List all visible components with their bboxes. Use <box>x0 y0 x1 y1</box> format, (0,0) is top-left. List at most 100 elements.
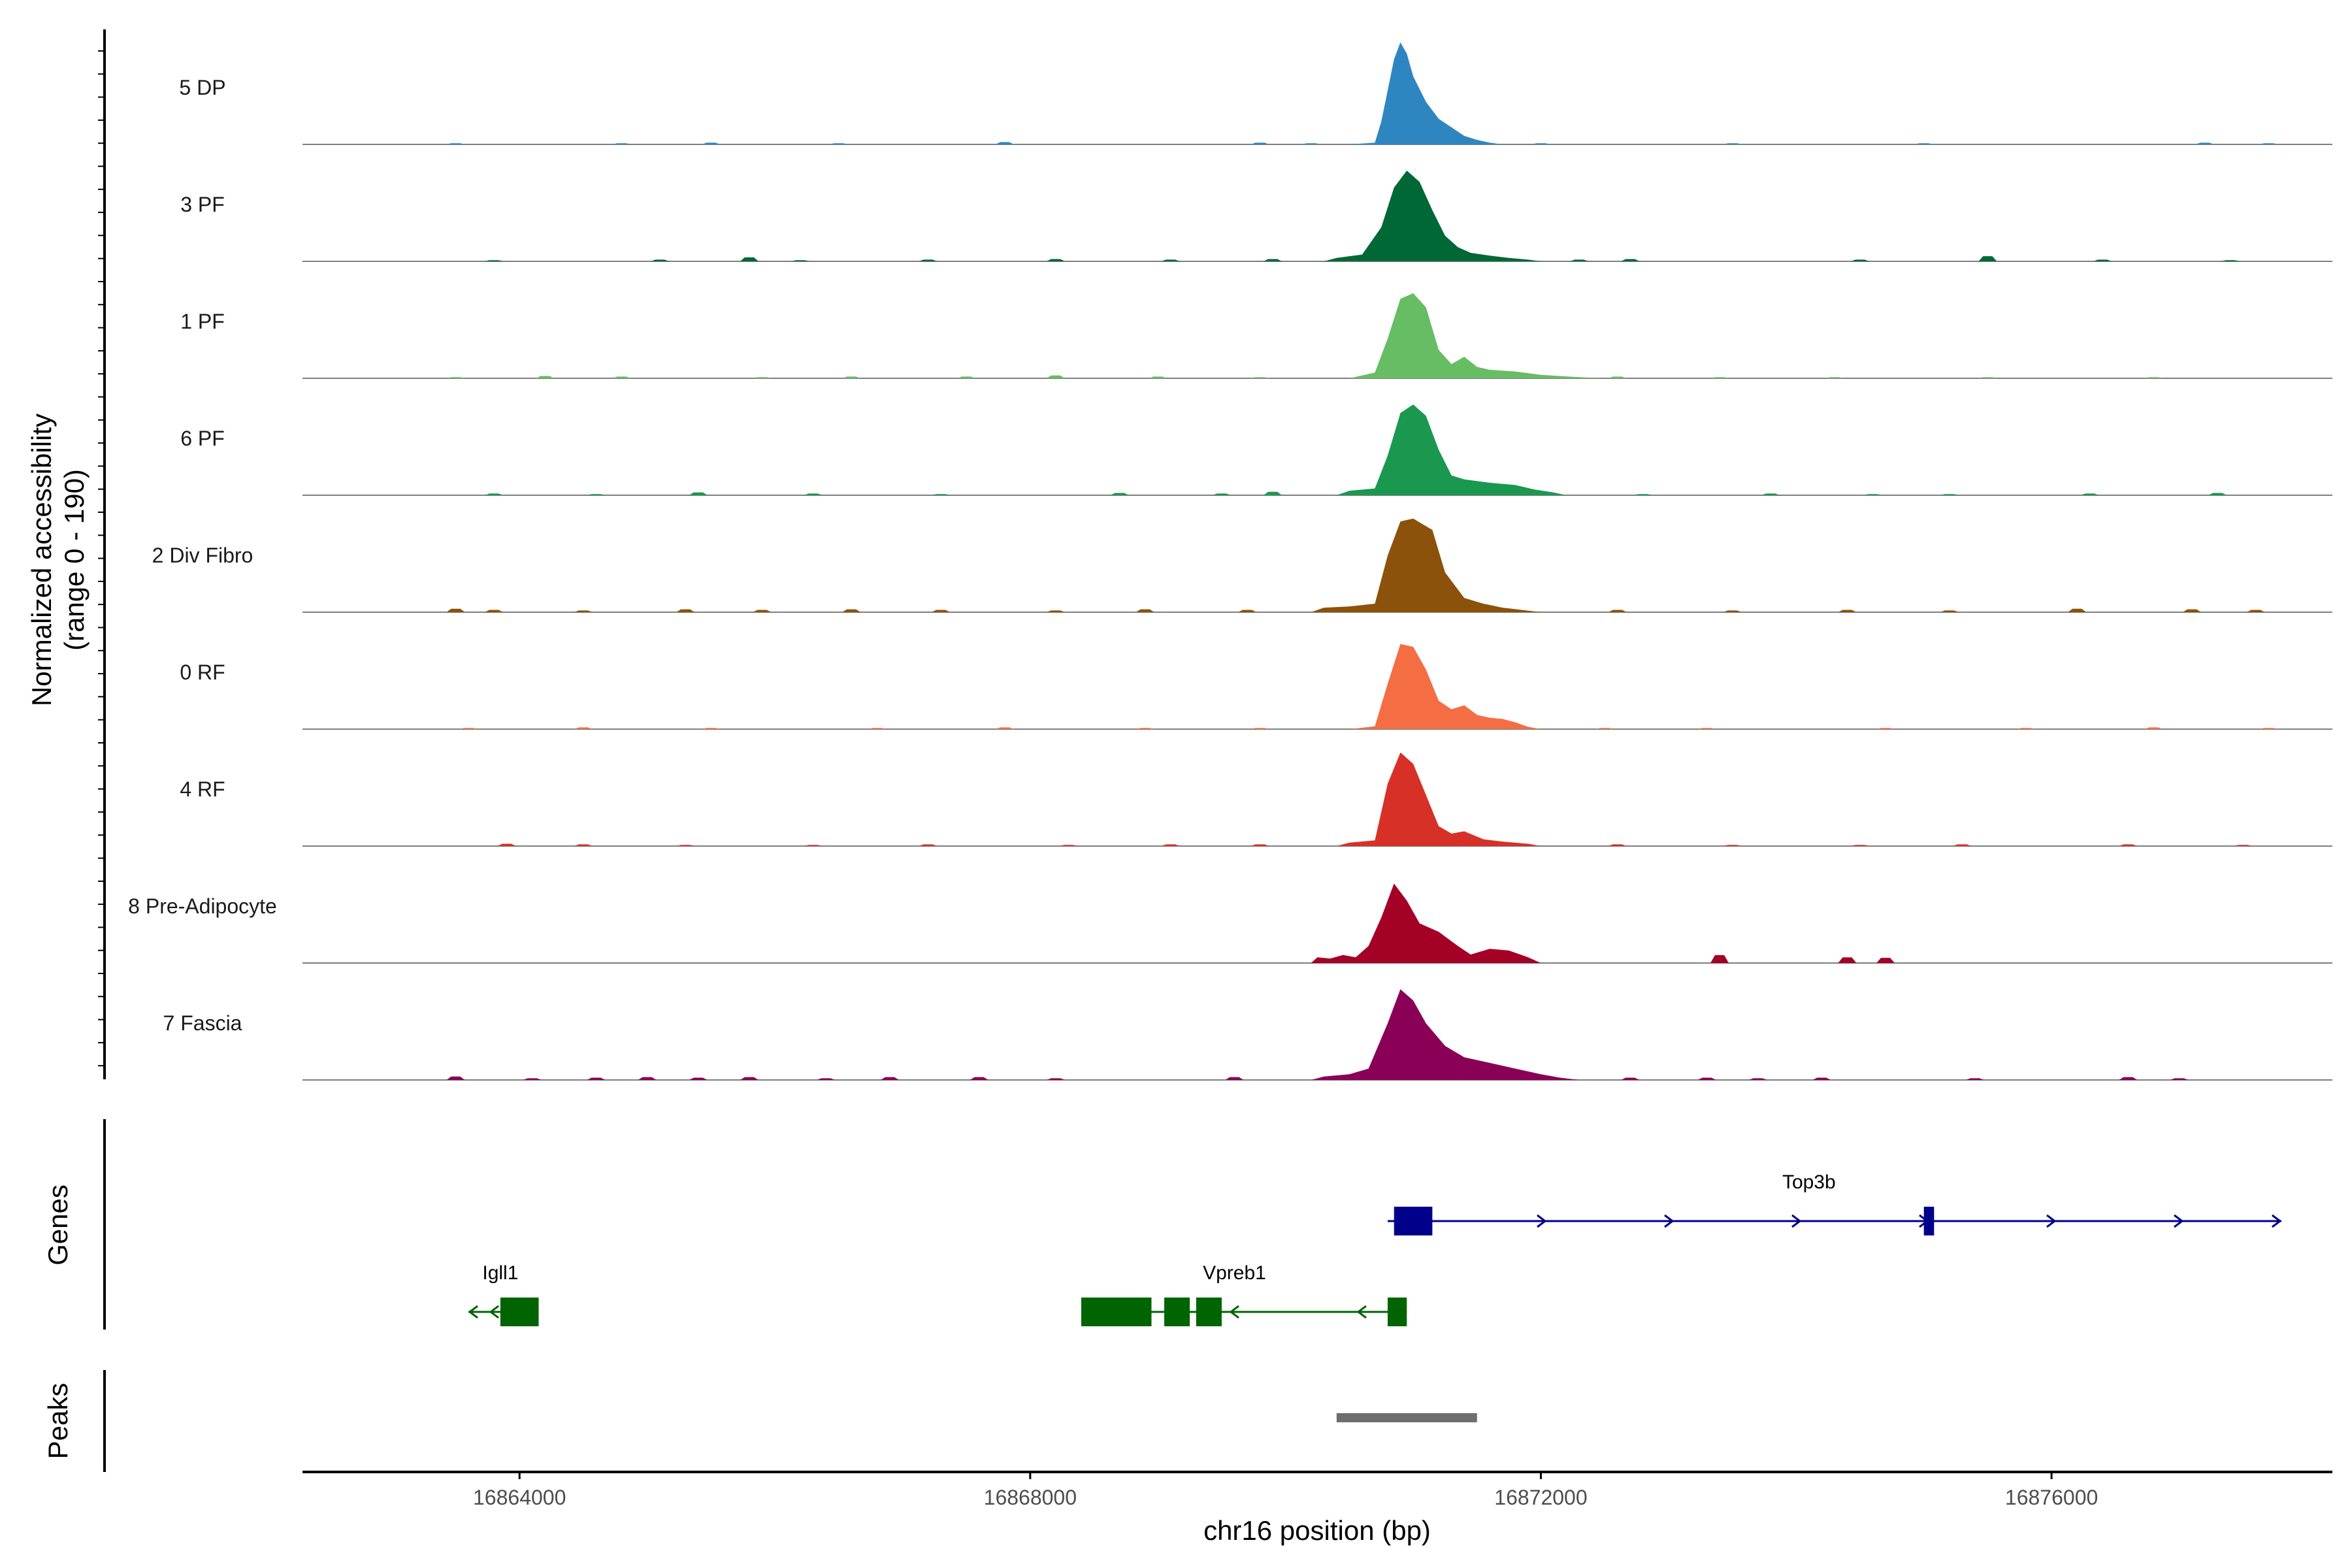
coverage-bump <box>1940 610 1959 612</box>
track-label: 5 DP <box>179 76 225 99</box>
coverage-bump <box>1161 844 1180 846</box>
coverage-bump <box>497 843 516 846</box>
coverage-bump <box>753 377 772 378</box>
coverage-bump <box>1697 1077 1716 1080</box>
coverage-bump <box>1723 143 1742 144</box>
coverage-area <box>1349 42 1503 144</box>
coverage-bump <box>791 260 810 261</box>
coverage-bump <box>446 377 465 378</box>
coverage-bump <box>2170 1078 2189 1080</box>
coverage-bump <box>1621 1077 1640 1080</box>
coverage-bump <box>1978 256 1997 261</box>
gene-exon <box>1394 1207 1433 1235</box>
coverage-bump <box>880 1077 899 1080</box>
coverage-bump <box>2144 727 2163 729</box>
x-tick-label: 16868000 <box>984 1486 1077 1509</box>
coverage-bump <box>1238 610 1257 612</box>
coverage-bump <box>1250 728 1269 729</box>
coverage-tracks: 5 DP 3 PF 1 PF 6 PF 2 Div Fibro 0 RF 4 RF 8 Pre… <box>128 42 2332 1081</box>
coverage-bump <box>829 143 848 144</box>
coverage-bump <box>1697 728 1716 729</box>
coverage-bump <box>1710 955 1729 963</box>
coverage-bump <box>842 609 861 612</box>
coverage-bump <box>1953 844 1972 846</box>
coverage-bump <box>957 376 976 378</box>
coverage-bump <box>1914 143 1933 144</box>
strand-arrow <box>468 1305 478 1319</box>
coverage-bump <box>804 493 823 495</box>
coverage-area <box>1336 404 1567 495</box>
coverage-bump <box>1110 493 1129 495</box>
coverage-bump <box>1838 957 1857 963</box>
coverage-bump <box>1710 377 1729 378</box>
coverage-bump <box>459 728 478 729</box>
coverage-bump <box>1965 1078 1984 1080</box>
track-3-pf: 3 PF <box>180 171 2332 262</box>
coverage-bump <box>1135 609 1154 612</box>
gene-label: Vpreb1 <box>1203 1262 1266 1284</box>
coverage-bump <box>2259 143 2278 144</box>
coverage-bump <box>1850 259 1869 261</box>
x-tick-label: 16876000 <box>2005 1486 2098 1509</box>
coverage-bump <box>995 142 1014 144</box>
coverage-bump <box>676 845 695 846</box>
coverage-bump <box>740 257 759 261</box>
coverage-bump <box>2183 609 2202 612</box>
coverage-bump <box>689 492 708 495</box>
strand-chevron <box>1664 1214 1674 1228</box>
strand-arrow <box>2271 1214 2282 1228</box>
coverage-bump <box>485 493 504 495</box>
gene-top3b: Top3b <box>1387 1171 2282 1235</box>
track-label: 2 Div Fibro <box>152 544 253 567</box>
track-7-fascia: 7 Fascia <box>163 989 2332 1081</box>
genes-panel-label: Genes <box>42 1184 73 1266</box>
peak-annotation <box>1336 1413 1477 1422</box>
coverage-bump <box>932 494 951 495</box>
y-axis-title: Normalized accessibility <box>26 414 57 706</box>
coverage-bump <box>919 844 938 846</box>
gene-annotation: Top3b Igll1 Vpreb1 <box>468 1171 2282 1326</box>
coverage-bump <box>1264 491 1282 495</box>
coverage-bump <box>1761 493 1780 495</box>
track-2-div-fibro: 2 Div Fibro <box>152 518 2332 613</box>
coverage-bump <box>1046 1078 1065 1080</box>
coverage-bump <box>485 260 504 261</box>
coverage-bump <box>1621 259 1640 261</box>
coverage-bump <box>689 1077 708 1080</box>
coverage-bump <box>1225 1077 1244 1080</box>
track-label: 7 Fascia <box>163 1011 242 1035</box>
coverage-area <box>1349 644 1541 729</box>
coverage-bump <box>2195 142 2214 144</box>
coverage-bump <box>2119 844 2138 846</box>
coverage-bump <box>536 376 555 378</box>
coverage-bump <box>995 727 1014 729</box>
gene-exon <box>1164 1298 1190 1326</box>
coverage-bump <box>1149 376 1168 378</box>
track-label: 8 Pre-Adipocyte <box>128 894 277 918</box>
coverage-bump <box>1046 610 1065 612</box>
coverage-bump <box>2234 845 2253 846</box>
x-axis-ticks: 16864000 16868000 16872000 16876000 <box>473 1472 2098 1509</box>
coverage-bump <box>574 844 593 846</box>
coverage-bump <box>446 1076 465 1080</box>
coverage-bump <box>446 143 465 144</box>
track-label: 4 RF <box>180 777 225 801</box>
coverage-area <box>1311 989 1580 1080</box>
coverage-bump <box>2080 493 2099 495</box>
coverage-bump <box>1940 494 1959 495</box>
coverage-bump <box>2208 493 2227 495</box>
gene-exon <box>1923 1207 1935 1235</box>
track-label: 6 PF <box>180 427 225 450</box>
coverage-bump <box>1850 845 1869 846</box>
track-0-rf: 0 RF <box>180 644 2332 730</box>
y-axis-range: (range 0 - 190) <box>59 469 90 651</box>
coverage-bump <box>2259 728 2278 729</box>
coverage-bump <box>1723 845 1742 846</box>
track-5-dp: 5 DP <box>179 42 2332 145</box>
coverage-bump <box>1046 375 1065 378</box>
coverage-bump <box>2144 377 2163 378</box>
coverage-area <box>1311 518 1541 612</box>
coverage-bump <box>1876 958 1895 963</box>
coverage-area <box>1311 883 1541 963</box>
x-tick-label: 16864000 <box>473 1486 566 1509</box>
